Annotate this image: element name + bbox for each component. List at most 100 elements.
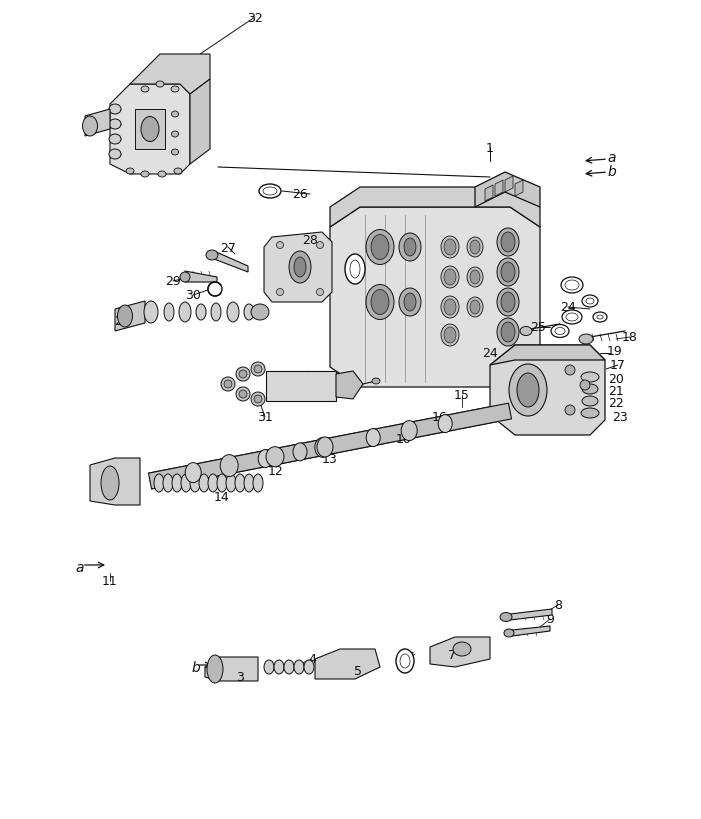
Ellipse shape [470, 270, 480, 285]
Ellipse shape [467, 268, 483, 287]
Ellipse shape [172, 112, 179, 118]
Ellipse shape [586, 299, 594, 305]
Ellipse shape [217, 474, 227, 492]
Ellipse shape [396, 649, 414, 673]
Ellipse shape [83, 117, 97, 137]
Ellipse shape [266, 447, 284, 467]
Ellipse shape [171, 87, 179, 93]
Ellipse shape [174, 169, 182, 174]
Ellipse shape [274, 660, 284, 674]
Polygon shape [115, 301, 145, 332]
Ellipse shape [224, 381, 232, 388]
Ellipse shape [400, 654, 410, 668]
Ellipse shape [500, 613, 512, 622]
Ellipse shape [258, 450, 272, 468]
Text: 32: 32 [247, 11, 263, 25]
Polygon shape [330, 188, 540, 228]
Ellipse shape [293, 443, 307, 461]
Ellipse shape [251, 305, 269, 320]
Ellipse shape [467, 238, 483, 258]
Text: 12: 12 [268, 465, 284, 478]
Ellipse shape [172, 132, 179, 138]
Polygon shape [85, 110, 110, 137]
Ellipse shape [154, 474, 164, 492]
Ellipse shape [199, 474, 209, 492]
Ellipse shape [501, 292, 515, 313]
Ellipse shape [227, 303, 239, 323]
Text: 15: 15 [454, 389, 470, 402]
Ellipse shape [109, 105, 121, 115]
Ellipse shape [399, 288, 421, 317]
Ellipse shape [118, 305, 132, 328]
Bar [266, 372, 336, 401]
Ellipse shape [101, 467, 119, 500]
Ellipse shape [236, 368, 250, 382]
Ellipse shape [504, 629, 514, 637]
Ellipse shape [211, 304, 221, 322]
Text: 26: 26 [292, 188, 308, 201]
Ellipse shape [444, 300, 456, 315]
Polygon shape [90, 459, 140, 505]
Ellipse shape [244, 305, 254, 320]
Polygon shape [264, 233, 332, 303]
Text: 31: 31 [257, 411, 273, 424]
Ellipse shape [289, 251, 311, 283]
Ellipse shape [259, 185, 281, 199]
Polygon shape [205, 657, 258, 681]
Text: 8: 8 [554, 599, 562, 612]
Ellipse shape [141, 87, 149, 93]
Ellipse shape [316, 242, 323, 249]
Text: 6: 6 [406, 651, 414, 663]
Ellipse shape [109, 120, 121, 130]
Text: 21: 21 [608, 385, 624, 398]
Ellipse shape [317, 437, 333, 458]
Text: 5: 5 [354, 665, 362, 677]
Ellipse shape [562, 310, 582, 324]
Ellipse shape [221, 378, 235, 391]
Ellipse shape [181, 474, 191, 492]
Ellipse shape [579, 335, 593, 345]
Text: 30: 30 [185, 289, 201, 302]
Ellipse shape [371, 235, 389, 260]
Ellipse shape [236, 387, 250, 401]
Ellipse shape [441, 324, 459, 346]
Ellipse shape [566, 314, 578, 322]
Polygon shape [430, 637, 490, 667]
Polygon shape [490, 346, 605, 365]
Ellipse shape [251, 392, 265, 406]
Text: 19: 19 [607, 345, 623, 358]
Polygon shape [214, 251, 248, 273]
Ellipse shape [444, 240, 456, 256]
Ellipse shape [239, 370, 247, 378]
Polygon shape [510, 609, 552, 620]
Ellipse shape [294, 660, 304, 674]
Ellipse shape [206, 251, 218, 260]
Polygon shape [490, 346, 605, 436]
Text: 24: 24 [560, 301, 576, 314]
Polygon shape [475, 173, 540, 208]
Ellipse shape [520, 327, 532, 336]
Text: 16: 16 [432, 411, 448, 424]
Ellipse shape [509, 364, 547, 417]
Ellipse shape [226, 474, 236, 492]
Polygon shape [515, 181, 523, 197]
Text: 10: 10 [396, 433, 412, 446]
Text: 4: 4 [308, 653, 316, 666]
Ellipse shape [597, 315, 603, 319]
Ellipse shape [235, 474, 245, 492]
Ellipse shape [501, 323, 515, 342]
Ellipse shape [180, 273, 190, 283]
Text: 11: 11 [102, 575, 118, 588]
Text: 18: 18 [622, 331, 638, 344]
Ellipse shape [294, 258, 306, 278]
Text: 24: 24 [482, 347, 498, 360]
Ellipse shape [172, 474, 182, 492]
Ellipse shape [501, 263, 515, 283]
Ellipse shape [467, 297, 483, 318]
Ellipse shape [551, 325, 569, 338]
Text: 14: 14 [214, 491, 230, 504]
Polygon shape [110, 85, 190, 174]
Ellipse shape [561, 278, 583, 294]
Ellipse shape [304, 660, 314, 674]
Ellipse shape [276, 289, 283, 296]
